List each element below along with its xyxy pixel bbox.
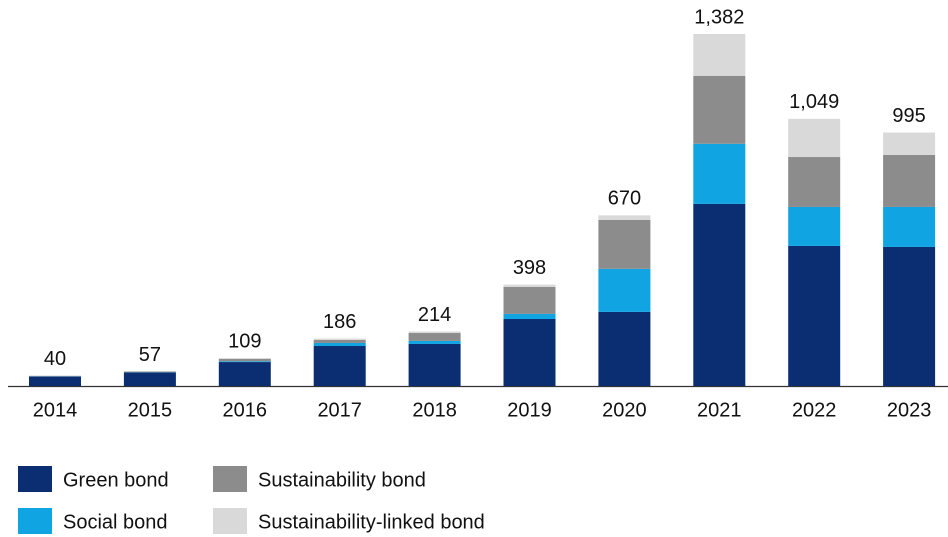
bar-segment <box>883 132 936 155</box>
bar-segment <box>313 339 366 343</box>
bar-segment <box>218 361 271 363</box>
total-label: 186 <box>323 311 356 333</box>
bar-segment <box>29 376 81 386</box>
legend-swatch <box>18 466 52 492</box>
bar-segment <box>218 358 271 359</box>
total-label: 214 <box>418 304 451 326</box>
legend-swatch <box>18 508 52 534</box>
bar-segment <box>598 268 651 312</box>
x-tick-label: 2022 <box>792 399 837 421</box>
bar-segment <box>123 372 176 386</box>
total-label: 40 <box>44 348 66 370</box>
bar-segment <box>598 215 651 220</box>
bar-segment <box>313 338 366 340</box>
total-label: 398 <box>513 257 546 279</box>
x-tick-label: 2018 <box>412 399 457 421</box>
bar-segment <box>503 286 556 314</box>
x-tick-label: 2021 <box>697 399 742 421</box>
bar-segment <box>313 346 366 386</box>
legend-label: Sustainability-linked bond <box>258 511 485 533</box>
bar-segment <box>693 75 746 144</box>
bar-segment <box>408 340 461 344</box>
total-label: 109 <box>228 331 261 353</box>
bar-segment <box>408 333 461 341</box>
bar-segment <box>788 157 841 207</box>
bar-segment <box>598 219 651 269</box>
bar-segment <box>313 342 366 347</box>
legend-label: Sustainability bond <box>258 469 426 491</box>
bar-segment <box>408 331 461 334</box>
bar-segment <box>693 143 746 204</box>
total-label: 57 <box>139 344 161 366</box>
x-tick-label: 2015 <box>128 399 173 421</box>
legend-swatch <box>213 466 247 492</box>
bar-segment <box>883 154 936 207</box>
total-label: 1,049 <box>789 91 839 113</box>
legend-label: Green bond <box>63 469 169 491</box>
bar-segment <box>503 313 556 320</box>
bar-segment <box>598 311 651 386</box>
x-tick-label: 2020 <box>602 399 647 421</box>
bar-segment <box>693 34 746 76</box>
bar-segment <box>218 362 271 386</box>
total-label: 1,382 <box>694 6 744 28</box>
bar-segment <box>408 343 461 386</box>
bar-segment <box>693 203 746 386</box>
legend-swatch <box>213 508 247 534</box>
total-label: 670 <box>608 188 641 210</box>
bar-segment <box>788 245 841 386</box>
bar-segment <box>788 118 841 158</box>
total-label: 995 <box>892 105 925 127</box>
bar-segment <box>883 246 936 386</box>
bar-segment <box>503 319 556 386</box>
x-tick-label: 2023 <box>887 399 932 421</box>
bar-segment <box>503 284 556 287</box>
x-tick-label: 2016 <box>223 399 268 421</box>
legend-label: Social bond <box>63 511 168 533</box>
bar-segment <box>29 375 81 377</box>
x-tick-label: 2019 <box>507 399 552 421</box>
x-tick-label: 2017 <box>317 399 362 421</box>
bar-segment <box>883 206 936 247</box>
bar-segment <box>123 371 176 373</box>
x-tick-label: 2014 <box>33 399 78 421</box>
bar-segment <box>218 358 271 362</box>
bar-segment <box>788 206 841 246</box>
